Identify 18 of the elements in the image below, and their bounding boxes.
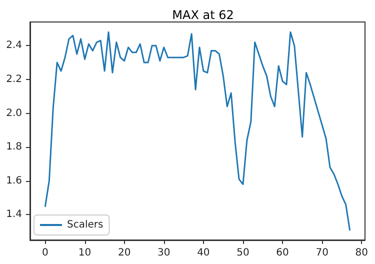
x-tick-label: 10 [78,248,92,258]
y-tick-label: 2.0 [6,108,22,119]
legend-label: Scalers [67,220,104,230]
y-tick-label: 1.4 [6,209,22,220]
x-tick-label: 60 [276,248,289,258]
y-tick-label: 2.2 [6,74,22,85]
line-series [44,31,351,231]
x-tick-label: 80 [355,248,368,258]
y-tick-label: 2.4 [6,40,22,52]
x-tick-label: 20 [118,248,131,258]
chart-title: MAX at 62 [172,8,234,22]
y-tick-label: 1.6 [6,175,22,186]
x-tick-label: 30 [158,248,170,258]
x-tick-label: 50 [236,248,250,258]
x-tick-label: 70 [316,248,328,258]
x-tick-label: 0 [42,248,48,258]
y-tick-label: 1.8 [6,142,22,153]
x-tick-label: 40 [197,248,210,258]
